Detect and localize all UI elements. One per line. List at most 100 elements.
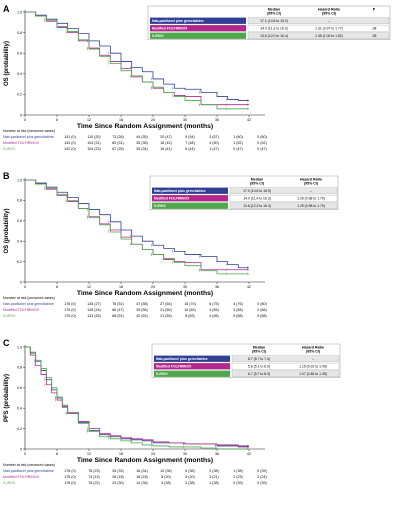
table-cell: 13.6 (12.3 to 16.3) bbox=[243, 204, 271, 208]
y-tick-label: 0.6 bbox=[17, 52, 22, 56]
x-tick-label: 12 bbox=[87, 118, 91, 122]
x-tick-label: 18 bbox=[119, 452, 123, 456]
y-tick-label: 0.8 bbox=[17, 366, 22, 370]
table-arm-label-bg bbox=[154, 355, 230, 362]
table-header: (95% CI) bbox=[306, 350, 321, 354]
risk-table-title: Number at risk (censored cases) bbox=[3, 296, 55, 300]
y-axis-label: OS (probability) bbox=[4, 208, 10, 253]
risk-row-label: Modified FOLFIRINOX bbox=[3, 475, 40, 479]
risk-cell: 16 (34) bbox=[136, 469, 147, 473]
risk-cell: 20 (47) bbox=[160, 135, 171, 139]
x-tick-label: 24 bbox=[151, 285, 155, 289]
x-tick-label: 0 bbox=[24, 285, 26, 289]
table-arm-label-bg bbox=[152, 195, 228, 202]
table-cell: 13.6 (12.0 to 16.4) bbox=[260, 34, 288, 38]
y-tick-label: 0.2 bbox=[17, 427, 22, 431]
x-tick-label: 6 bbox=[56, 452, 58, 456]
risk-cell: 0 (39) bbox=[233, 481, 242, 485]
risk-cell: 2 (65) bbox=[233, 308, 242, 312]
table-cell: – bbox=[310, 189, 312, 193]
table-arm-label-bg bbox=[152, 202, 228, 209]
risk-cell: 126 (24) bbox=[87, 308, 100, 312]
table-arm-label-bg bbox=[150, 25, 246, 32]
x-tick-label: 12 bbox=[87, 452, 91, 456]
risk-cell: 0 (68) bbox=[233, 314, 242, 318]
table-row-bg bbox=[247, 24, 390, 32]
risk-cell: 16 (18) bbox=[136, 475, 147, 479]
x-tick-label: 36 bbox=[215, 285, 219, 289]
risk-cell: 3 (57) bbox=[209, 135, 218, 139]
table-header: Hazard Ratio bbox=[300, 178, 323, 182]
panel-letter: A bbox=[3, 4, 10, 14]
series-line-3 bbox=[25, 11, 249, 110]
risk-cell: 18 (42) bbox=[160, 141, 171, 145]
y-tick-label: 0.6 bbox=[17, 386, 22, 390]
table-header: (95% CI) bbox=[322, 12, 337, 16]
risk-row-label: Modified FOLFIRINOX bbox=[3, 308, 40, 312]
risk-cell: 10 (36) bbox=[160, 469, 171, 473]
y-tick-label: 0.4 bbox=[17, 72, 22, 76]
risk-row-label: S-IROX bbox=[3, 481, 16, 485]
table-cell: .08 bbox=[372, 27, 377, 31]
risk-cell: 175 (0) bbox=[64, 308, 75, 312]
risk-table-title: Number at risk (censored cases) bbox=[3, 129, 55, 133]
x-axis-label: Time Since Random Assignment (months) bbox=[77, 123, 213, 130]
risk-cell: 35 (38) bbox=[136, 141, 147, 145]
x-tick-label: 30 bbox=[183, 452, 187, 456]
table-row-bg bbox=[247, 17, 390, 25]
risk-cell: 175 (0) bbox=[64, 475, 75, 479]
table-arm-label-bg bbox=[154, 363, 230, 370]
risk-cell: 35 (34) bbox=[136, 147, 147, 151]
x-tick-label: 18 bbox=[119, 285, 123, 289]
x-tick-label: 30 bbox=[183, 285, 187, 289]
table-arm-label: S-IROX bbox=[156, 372, 168, 376]
risk-cell: 1 (38) bbox=[209, 481, 218, 485]
risk-cell: 9 (54) bbox=[185, 135, 194, 139]
table-cell: 17.1 (14.5 to 19.2) bbox=[260, 19, 288, 23]
x-axis-label: Time Since Random Assignment (months) bbox=[77, 290, 213, 297]
summary-table: Median(95% CI)Hazard Ratio(95% CI)Nab-pa… bbox=[149, 175, 339, 210]
table-cell: 1.07 (0.84 to 1.35) bbox=[299, 372, 327, 376]
risk-row-label: S-IROX bbox=[3, 147, 16, 151]
risk-cell: 5 (20) bbox=[185, 475, 194, 479]
x-tick-label: 6 bbox=[56, 118, 58, 122]
x-tick-label: 12 bbox=[87, 285, 91, 289]
x-tick-label: 24 bbox=[151, 118, 155, 122]
y-axis-label: PFS (probability) bbox=[4, 374, 10, 422]
risk-cell: 0 (47) bbox=[257, 147, 266, 151]
y-tick-label: 1.0 bbox=[17, 345, 22, 349]
risk-cell: 4 (65) bbox=[209, 314, 218, 318]
risk-table-title: Number at risk (censored cases) bbox=[3, 463, 55, 467]
table-arm-label-bg bbox=[152, 187, 228, 194]
table-header: Hazard Ratio bbox=[302, 346, 325, 350]
risk-row-label: Nab-paclitaxel plus gemcitabine bbox=[3, 135, 54, 139]
table-header: (95% CI) bbox=[304, 182, 319, 186]
panel-letter: B bbox=[3, 171, 10, 181]
risk-cell: 23 (30) bbox=[112, 481, 123, 485]
risk-cell: 16 (41) bbox=[160, 147, 171, 151]
risk-cell: 133 (25) bbox=[87, 314, 100, 318]
table-arm-label-bg bbox=[150, 32, 246, 39]
risk-row-label: Modified FOLFIRINOX bbox=[3, 141, 40, 145]
risk-cell: 110 (20) bbox=[87, 135, 100, 139]
risk-cell: 74 (13) bbox=[88, 475, 99, 479]
risk-cell: 44 (35) bbox=[136, 135, 147, 139]
y-tick-label: 0.4 bbox=[17, 407, 22, 411]
series-line-3 bbox=[25, 346, 249, 450]
risk-cell: 26 (33) bbox=[112, 469, 123, 473]
table-header: (95% CI) bbox=[250, 182, 265, 186]
risk-cell: 8 (63) bbox=[185, 314, 194, 318]
risk-cell: 60 (31) bbox=[112, 141, 123, 145]
risk-cell: 141 (0) bbox=[64, 135, 75, 139]
y-tick-label: 0.6 bbox=[17, 219, 22, 223]
table-arm-label: S-IROX bbox=[154, 204, 166, 208]
table-arm-label-bg bbox=[150, 17, 246, 24]
table-cell: – bbox=[312, 357, 314, 361]
risk-cell: 21 (60) bbox=[160, 308, 171, 312]
risk-cell: 3 (21) bbox=[209, 475, 218, 479]
risk-cell: 142 (0) bbox=[64, 147, 75, 151]
risk-cell: 4 (76) bbox=[233, 302, 242, 306]
x-tick-label: 0 bbox=[24, 118, 26, 122]
x-tick-label: 36 bbox=[215, 118, 219, 122]
table-cell: 1.31 (0.97 to 1.77) bbox=[315, 27, 343, 31]
